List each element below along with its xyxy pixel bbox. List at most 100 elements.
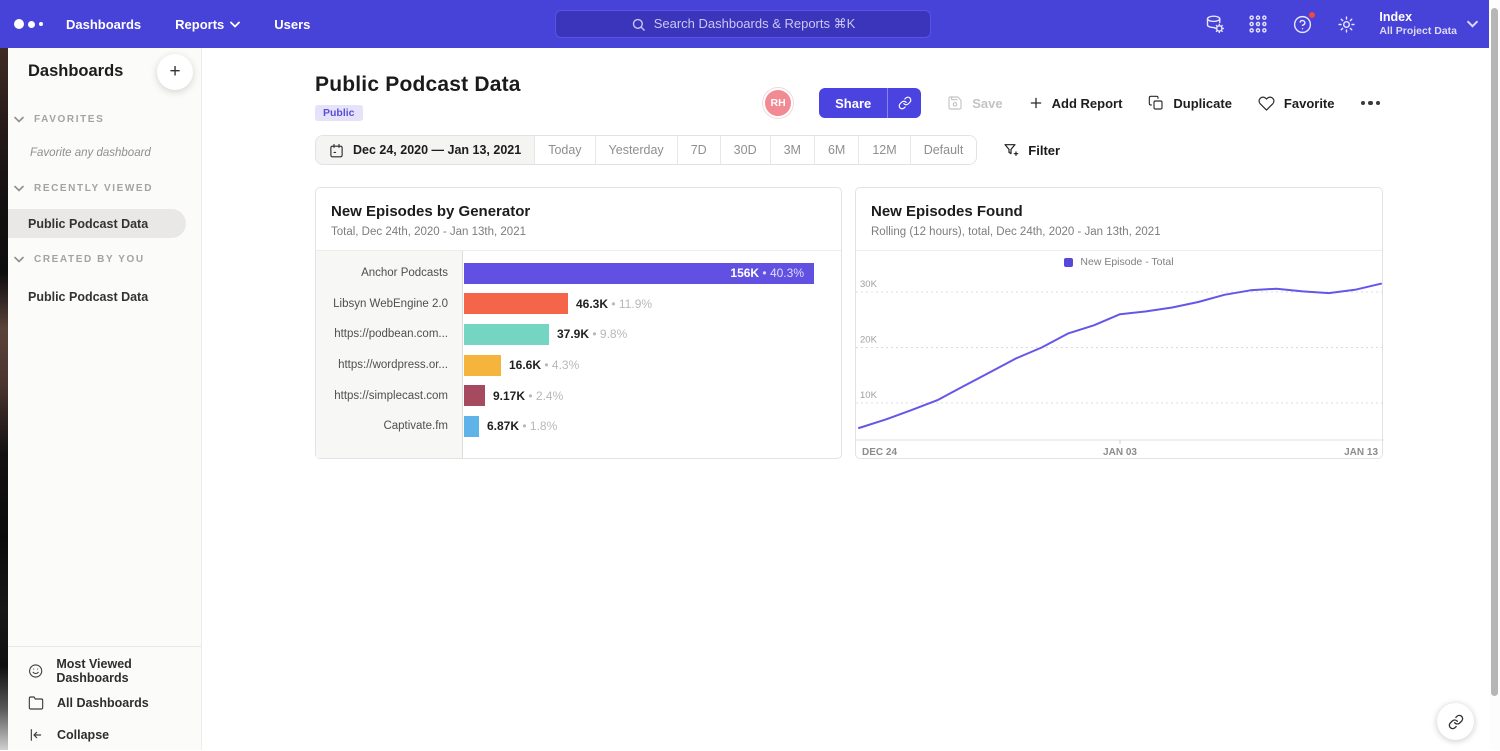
line-chart: 10K 20K 30K DEC 24 JAN 03 JAN 13 (856, 272, 1384, 460)
section-created-by-you-label: CREATED BY YOU (34, 254, 145, 265)
top-navbar: Dashboards Reports Users Search Dashboar… (0, 0, 1500, 48)
overflow-menu-button[interactable] (1361, 101, 1381, 106)
plus-icon (1029, 96, 1043, 110)
nav-users[interactable]: Users (274, 17, 310, 32)
calendar-icon (329, 143, 344, 158)
nav-reports-label: Reports (175, 17, 224, 32)
nav-reports[interactable]: Reports (175, 17, 240, 32)
svg-text:30K: 30K (860, 279, 878, 290)
background-window-sliver (0, 48, 8, 750)
preset-6m[interactable]: 6M (815, 136, 859, 164)
most-viewed-dashboards-label: Most Viewed Dashboards (56, 657, 201, 685)
share-split-button: Share (819, 88, 921, 118)
share-link-button[interactable] (887, 88, 921, 118)
bar-category-label: https://podbean.com... (316, 328, 462, 340)
filter-funnel-icon (1003, 142, 1019, 158)
date-range-label: Dec 24, 2020 — Jan 13, 2021 (353, 143, 521, 157)
add-report-button[interactable]: Add Report (1029, 96, 1123, 111)
preset-7d[interactable]: 7D (678, 136, 721, 164)
bar-chart: Anchor Podcasts156K • 40.3%Libsyn WebEng… (316, 251, 841, 458)
favorites-empty-state: Favorite any dashboard (30, 147, 151, 159)
chart-title: New Episodes Found (871, 203, 1023, 220)
share-button[interactable]: Share (819, 88, 887, 118)
bar (464, 293, 568, 314)
app-logo[interactable] (14, 19, 54, 29)
help-icon[interactable] (1291, 13, 1313, 35)
add-dashboard-button[interactable]: + (157, 54, 193, 90)
workspace-name: Index (1379, 10, 1457, 26)
heart-icon (1258, 95, 1275, 112)
card-new-episodes-found: New Episodes Found Rolling (12 hours), t… (855, 187, 1383, 459)
most-viewed-dashboards-button[interactable]: Most Viewed Dashboards (8, 655, 201, 687)
bar-category-label: Captivate.fm (316, 420, 462, 432)
notification-dot (1308, 11, 1316, 19)
chevron-down-icon (14, 256, 24, 263)
bar (464, 416, 479, 437)
link-icon (1448, 714, 1464, 730)
chevron-down-icon (1467, 20, 1478, 28)
search-icon (631, 17, 646, 32)
chart-legend: New Episode - Total (856, 256, 1382, 268)
section-created-by-you[interactable]: CREATED BY YOU (14, 254, 145, 265)
bar-row: https://wordpress.or...16.6K • 4.3% (316, 350, 841, 381)
duplicate-button[interactable]: Duplicate (1148, 95, 1232, 111)
avatar[interactable]: RH (763, 88, 793, 118)
data-sources-icon[interactable] (1203, 13, 1225, 35)
preset-today[interactable]: Today (535, 136, 595, 164)
filter-button[interactable]: Filter (1003, 142, 1060, 158)
preset-default[interactable]: Default (911, 136, 977, 164)
preset-30d[interactable]: 30D (721, 136, 771, 164)
scrollbar-thumb[interactable] (1491, 8, 1498, 696)
filter-label: Filter (1028, 143, 1060, 158)
preset-yesterday[interactable]: Yesterday (596, 136, 678, 164)
bar (464, 324, 549, 345)
chevron-down-icon (14, 116, 24, 123)
all-dashboards-button[interactable]: All Dashboards (8, 687, 201, 719)
section-favorites-label: FAVORITES (34, 114, 104, 125)
preset-12m[interactable]: 12M (859, 136, 910, 164)
action-toolbar: RH Share Save Add Report Duplicate Favor… (763, 88, 1380, 118)
collapse-label: Collapse (57, 728, 109, 742)
chevron-down-icon (14, 185, 24, 192)
svg-text:JAN 03: JAN 03 (1103, 447, 1137, 458)
date-range-picker[interactable]: Dec 24, 2020 — Jan 13, 2021 (316, 136, 535, 164)
nav-dashboards[interactable]: Dashboards (66, 17, 141, 32)
section-recently-viewed[interactable]: RECENTLY VIEWED (14, 183, 153, 194)
sidebar-item-public-podcast-data[interactable]: Public Podcast Data (8, 209, 186, 238)
sidebar: Dashboards + FAVORITES Favorite any dash… (8, 48, 202, 750)
bar-value-label: 9.17K • 2.4% (493, 389, 563, 403)
collapse-icon (28, 727, 44, 743)
bar-row: Anchor Podcasts156K • 40.3% (316, 258, 841, 289)
bar: 156K • 40.3% (464, 263, 814, 284)
add-report-label: Add Report (1052, 96, 1123, 111)
sidebar-footer: Most Viewed Dashboards All Dashboards Co… (8, 646, 201, 750)
floating-share-link-button[interactable] (1437, 703, 1474, 740)
bar (464, 385, 485, 406)
bar-category-label: Anchor Podcasts (316, 267, 462, 279)
section-favorites[interactable]: FAVORITES (14, 114, 104, 125)
svg-text:DEC 24: DEC 24 (862, 447, 897, 458)
svg-text:20K: 20K (860, 335, 878, 346)
chart-title: New Episodes by Generator (331, 203, 530, 220)
sidebar-item-public-podcast-data-created[interactable]: Public Podcast Data (8, 282, 148, 311)
save-button[interactable]: Save (947, 95, 1002, 111)
bar-category-label: https://simplecast.com (316, 390, 462, 402)
smiley-icon (28, 663, 43, 679)
chart-subtitle: Rolling (12 hours), total, Dec 24th, 202… (871, 226, 1161, 238)
public-badge: Public (315, 105, 363, 121)
preset-3m[interactable]: 3M (771, 136, 815, 164)
apps-grid-icon[interactable] (1247, 13, 1269, 35)
workspace-switcher[interactable]: Index All Project Data (1379, 10, 1478, 39)
legend-swatch (1064, 258, 1073, 267)
svg-text:10K: 10K (860, 390, 878, 401)
search-input[interactable]: Search Dashboards & Reports ⌘K (555, 10, 931, 38)
duplicate-icon (1148, 95, 1164, 111)
chevron-down-icon (230, 21, 240, 28)
settings-gear-icon[interactable] (1335, 13, 1357, 35)
collapse-sidebar-button[interactable]: Collapse (8, 719, 201, 751)
svg-text:JAN 13: JAN 13 (1344, 447, 1378, 458)
favorite-label: Favorite (1284, 96, 1335, 111)
bar-row: https://podbean.com...37.9K • 9.8% (316, 319, 841, 350)
favorite-button[interactable]: Favorite (1258, 95, 1335, 112)
folder-icon (28, 695, 44, 711)
